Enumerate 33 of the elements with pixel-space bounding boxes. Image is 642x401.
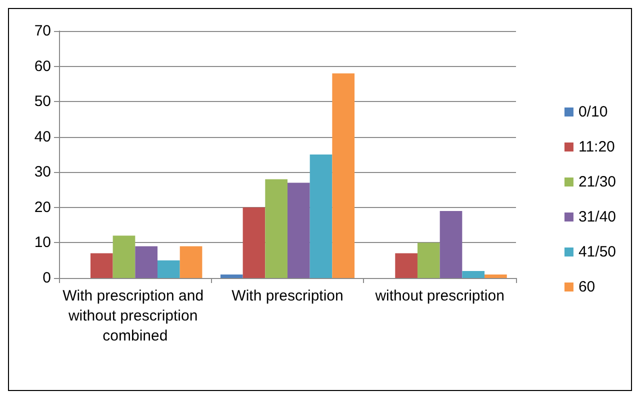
y-tick-label: 70 (34, 22, 51, 40)
legend-label: 60 (578, 278, 596, 296)
legend-label: 21/30 (578, 174, 616, 190)
bar (417, 242, 440, 278)
bar (180, 246, 202, 278)
y-tick-label: 40 (34, 128, 51, 146)
x-tick-label: without prescription (374, 288, 504, 304)
bar (288, 182, 310, 278)
legend-label: 31/40 (578, 208, 616, 226)
bar (135, 246, 158, 278)
legend-label: 11:20 (578, 138, 615, 156)
y-tick-label: 0 (42, 270, 51, 286)
y-tick-label: 30 (34, 164, 51, 181)
bar (90, 253, 113, 278)
y-tick-label: 20 (34, 198, 51, 216)
x-tick-label: With prescription and without prescription combined (62, 288, 208, 344)
bar (265, 179, 288, 278)
x-tick-label: With prescription (232, 288, 344, 304)
legend-label: 41/50 (578, 244, 616, 260)
y-tick-label: 50 (34, 93, 51, 110)
bar (440, 210, 462, 278)
bar (484, 274, 507, 278)
bar (395, 253, 418, 278)
bar (112, 236, 136, 278)
bar (158, 260, 180, 278)
y-tick-label: 10 (34, 234, 51, 252)
bar (332, 73, 355, 278)
bar (310, 154, 332, 278)
bar (462, 270, 485, 278)
bar (220, 274, 243, 278)
bar (242, 207, 266, 278)
y-tick-label: 60 (34, 58, 51, 75)
legend-label: 0/10 (578, 104, 608, 120)
